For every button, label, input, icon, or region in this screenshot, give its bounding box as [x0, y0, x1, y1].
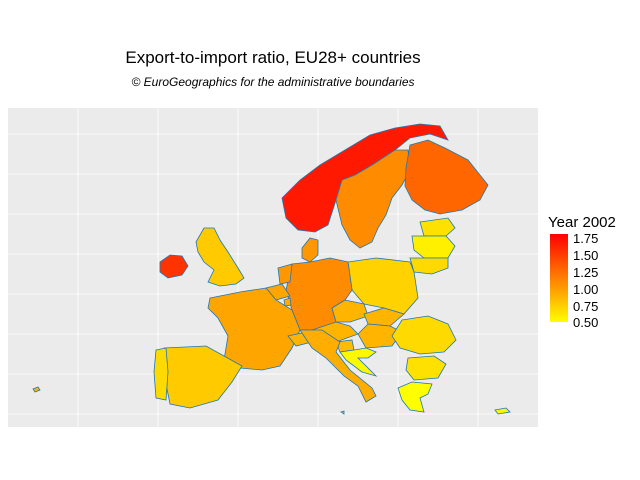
country-iceland: [32, 386, 41, 393]
country-norway: [281, 123, 449, 233]
country-greece: [397, 381, 433, 413]
country-netherlands: [277, 263, 293, 285]
country-bulgaria: [405, 355, 447, 381]
country-finland: [404, 139, 489, 215]
legend-tick-label: 0.75: [573, 299, 599, 314]
legend-tick-label: 1.25: [573, 265, 599, 280]
country-ireland: [159, 254, 189, 279]
country-malta: [340, 410, 345, 415]
country-slovakia: [363, 307, 405, 327]
country-italy: [299, 329, 377, 403]
country-cyprus: [494, 407, 511, 415]
legend-colorbar: [550, 234, 568, 322]
legend-title: Year 2002: [548, 214, 616, 231]
legend-tick-label: 0.50: [573, 315, 599, 330]
country-luxembourg: [283, 297, 292, 307]
country-denmark: [301, 237, 319, 263]
country-estonia: [419, 217, 456, 237]
country-poland: [347, 257, 419, 315]
country-romania: [391, 315, 457, 355]
countries-layer: [32, 123, 511, 415]
legend-tick-label: 1.00: [573, 282, 599, 297]
chart-title: Export-to-import ratio, EU28+ countries: [125, 48, 421, 67]
legend-tick-label: 1.50: [573, 248, 599, 263]
country-croatia: [339, 347, 378, 377]
country-portugal: [153, 347, 169, 401]
chart-subtitle: © EuroGeographics for the administrative…: [131, 75, 415, 89]
country-united-kingdom: [195, 227, 245, 287]
country-sweden: [335, 149, 411, 249]
country-france: [207, 287, 301, 371]
legend-tick-label: 1.75: [573, 231, 599, 246]
country-spain: [163, 345, 243, 409]
